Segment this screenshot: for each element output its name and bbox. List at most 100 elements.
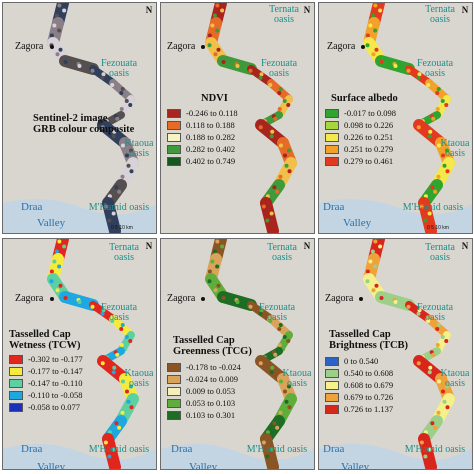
river-pixel <box>220 244 225 249</box>
river-pixel <box>100 311 105 316</box>
river-pixel <box>269 370 274 375</box>
ternata-label: Ternata oasis <box>267 242 297 263</box>
river-pixel <box>436 87 441 91</box>
valley-label: Valley <box>343 217 372 229</box>
river-pixel <box>258 311 263 316</box>
river-pixel <box>423 218 428 223</box>
river-pixel <box>207 43 212 48</box>
river-pixel <box>114 185 119 190</box>
river-pixel <box>373 264 378 269</box>
river-segment <box>418 197 437 233</box>
legend-label: -0.147 to -0.110 <box>28 378 83 388</box>
zagora-marker <box>201 297 205 301</box>
legend-swatch <box>325 108 339 118</box>
river-pixel <box>393 64 398 68</box>
river-pixel <box>57 239 62 244</box>
ndvi-map <box>161 3 314 233</box>
river-pixel <box>221 60 226 64</box>
tcb-map <box>319 239 472 469</box>
river-pixel <box>278 410 283 415</box>
river-pixel <box>115 352 120 357</box>
river-pixel <box>373 239 378 244</box>
river-pixel <box>57 28 62 33</box>
river-pixel <box>207 33 212 38</box>
river-pixel <box>373 3 378 8</box>
legend-swatch <box>325 120 339 130</box>
legend-item: 0.540 to 0.608 <box>325 367 393 379</box>
zagora-label: Zagora <box>167 293 196 304</box>
legend-swatch <box>9 366 23 376</box>
river-pixel <box>273 461 278 466</box>
river-pixel <box>431 461 436 466</box>
river-pixel <box>77 300 82 304</box>
river-pixel <box>272 421 277 426</box>
river-pixel <box>433 425 438 430</box>
river-pixel <box>427 447 432 452</box>
legend-swatch <box>167 132 181 142</box>
river-pixel <box>55 52 60 57</box>
sentinel-river <box>47 3 139 233</box>
ktaoua-label: Ktaoua oasis <box>124 138 154 159</box>
river-pixel <box>286 339 291 343</box>
river-pixel <box>54 13 59 18</box>
legend-label: 0.540 to 0.608 <box>344 368 394 378</box>
river-pixel <box>282 335 287 339</box>
albedo-map <box>319 3 472 233</box>
river-pixel <box>283 153 287 158</box>
river-pixel <box>445 384 449 389</box>
river-pixel <box>248 68 253 73</box>
fezouata-label: Fezouata oasis <box>258 302 296 323</box>
river-pixel <box>282 99 287 103</box>
ndvi-title: NDVI <box>201 93 228 104</box>
scale-bar: 0 5 10 km <box>111 225 133 231</box>
river-pixel <box>283 389 287 394</box>
legend-swatch <box>325 144 339 154</box>
river-pixel <box>430 185 435 190</box>
legend-label: -0.110 to -0.058 <box>28 390 83 400</box>
river-pixel <box>428 365 433 370</box>
legend-item: 0.226 to 0.251 <box>325 131 396 143</box>
river-pixel <box>427 134 432 139</box>
legend-label: -0.017 to 0.098 <box>344 108 396 118</box>
river-pixel <box>128 103 133 107</box>
river-pixel <box>368 23 373 28</box>
river-pixel <box>265 454 270 459</box>
river-pixel <box>287 405 292 410</box>
river-segment <box>260 197 279 233</box>
river-pixel <box>433 189 438 194</box>
river-pixel <box>213 288 218 293</box>
north-arrow-icon: N <box>303 5 311 15</box>
river-pixel <box>379 60 384 64</box>
river-pixel <box>370 13 375 18</box>
river-pixel <box>437 379 441 384</box>
river-pixel <box>215 264 220 269</box>
legend-label: -0.246 to 0.118 <box>186 108 238 118</box>
tcg-legend: -0.178 to -0.024 -0.024 to 0.009 0.009 to … <box>167 361 241 421</box>
river-pixel <box>129 148 133 153</box>
river-pixel <box>52 259 57 264</box>
ktaoua-label: Ktaoua oasis <box>440 138 470 159</box>
river-pixel <box>270 365 275 370</box>
river-pixel <box>265 218 270 223</box>
river-segment <box>425 315 451 339</box>
river-pixel <box>119 343 124 347</box>
river-pixel <box>115 461 120 466</box>
legend-item: -0.177 to -0.147 <box>9 365 83 377</box>
fezouata-label: Fezouata oasis <box>100 302 138 323</box>
river-pixel <box>441 389 445 394</box>
river-pixel <box>129 169 134 174</box>
river-pixel <box>110 83 115 87</box>
legend-swatch <box>167 398 181 408</box>
river-pixel <box>57 264 62 269</box>
river-pixel <box>270 129 275 134</box>
river-pixel <box>117 425 122 430</box>
river-pixel <box>406 68 411 73</box>
panel-sentinel: Zagora Fezouata oasis Sentinel-2 image G… <box>2 2 157 234</box>
legend-item: -0.147 to -0.110 <box>9 377 83 389</box>
legend-label: 0.226 to 0.251 <box>344 132 394 142</box>
river-pixel <box>441 153 445 158</box>
river-pixel <box>261 204 266 209</box>
river-pixel <box>436 323 441 327</box>
river-pixel <box>440 99 445 103</box>
ktaoua-label: Ktaoua oasis <box>124 368 154 389</box>
